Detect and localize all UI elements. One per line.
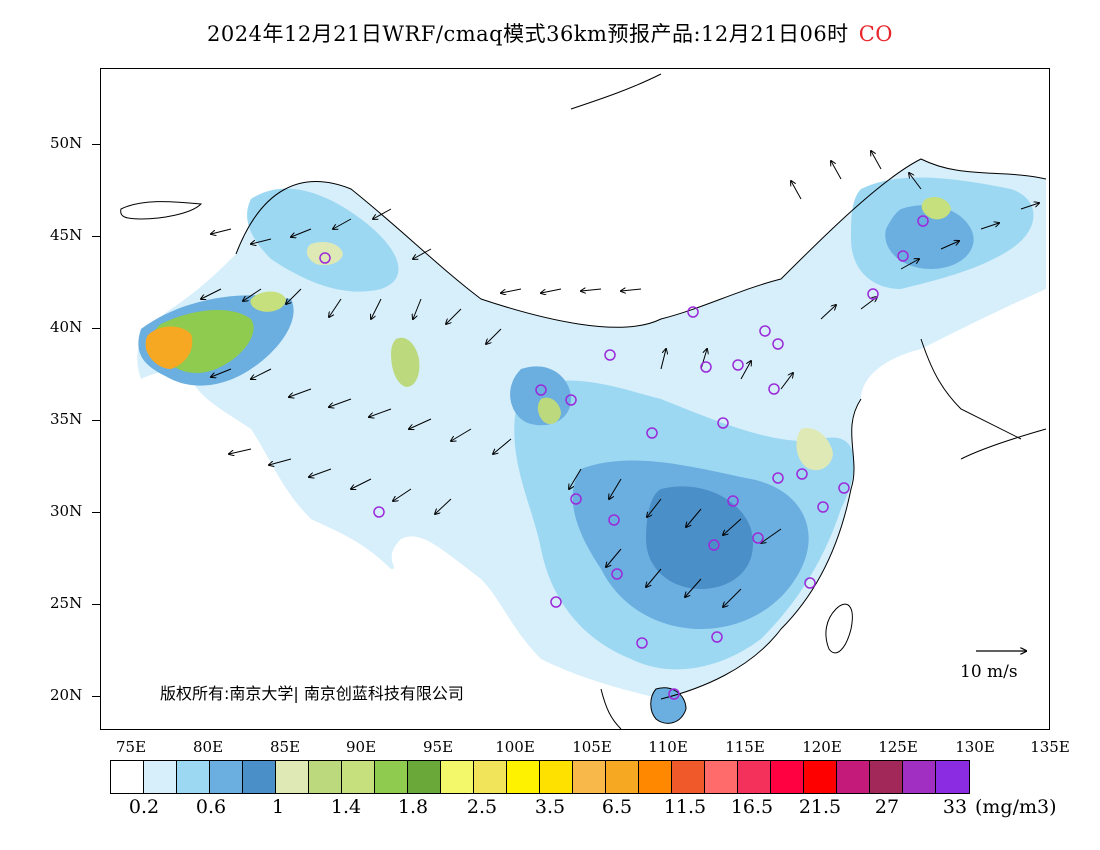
colorbar-cell (507, 761, 540, 793)
lon-label-100e: 100E (495, 738, 535, 756)
colorbar-cell (540, 761, 573, 793)
colorbar-unit: (mg/m3) (975, 796, 1057, 818)
colorbar-label: 6.5 (601, 796, 633, 818)
copyright-text: 版权所有:南京大学| 南京创蓝科技有限公司 (160, 684, 464, 703)
lat-label-30n: 30N (50, 502, 83, 520)
colorbar-cell (441, 761, 474, 793)
colorbar-cell (276, 761, 309, 793)
lon-label-85e: 85E (269, 738, 301, 756)
colorbar-cell (474, 761, 507, 793)
colorbar-label: 21.5 (798, 796, 842, 818)
colorbar-label: 16.5 (730, 796, 774, 818)
colorbar-cell (342, 761, 375, 793)
lon-label-135e: 135E (1030, 738, 1070, 756)
map-panel (100, 68, 1050, 730)
lat-tick (92, 420, 100, 421)
lat-label-20n: 20N (50, 686, 83, 704)
colorbar-cell (243, 761, 276, 793)
wind-scale-label: 10 m/s (960, 662, 1018, 682)
lat-label-25n: 25N (50, 594, 83, 612)
colorbar-label: 0.6 (195, 796, 227, 818)
colorbar-cell (738, 761, 771, 793)
colorbar-cell (870, 761, 903, 793)
lat-tick (92, 604, 100, 605)
lon-label-90e: 90E (345, 738, 377, 756)
lat-tick (92, 696, 100, 697)
colorbar-cell (408, 761, 441, 793)
colorbar-label: 1.4 (330, 796, 362, 818)
colorbar-label: 1.8 (397, 796, 429, 818)
lat-label-35n: 35N (50, 410, 83, 428)
colorbar-cell (375, 761, 408, 793)
map-canvas (120, 73, 1047, 729)
colorbar-label: 33 (942, 796, 968, 818)
lon-label-95e: 95E (422, 738, 454, 756)
colorbar-label: 1 (271, 796, 285, 818)
colorbar-cell (771, 761, 804, 793)
lat-label-45n: 45N (50, 226, 83, 244)
colorbar-cell (573, 761, 606, 793)
lon-label-125e: 125E (878, 738, 918, 756)
colorbar-label: 2.5 (466, 796, 498, 818)
co-concentration-field (137, 159, 1046, 724)
lon-label-80e: 80E (192, 738, 224, 756)
lat-tick (92, 236, 100, 237)
colorbar-label: 3.5 (534, 796, 566, 818)
lon-label-130e: 130E (955, 738, 995, 756)
lat-tick (92, 328, 100, 329)
colorbar-cell (606, 761, 639, 793)
lon-label-110e: 110E (648, 738, 688, 756)
colorbar-cell (177, 761, 210, 793)
lat-label-50n: 50N (50, 134, 83, 152)
colorbar-cell (837, 761, 870, 793)
colorbar-cell (705, 761, 738, 793)
page-title: 2024年12月21日WRF/cmaq模式36km预报产品:12月21日06时 C… (0, 18, 1100, 48)
lat-label-40n: 40N (50, 318, 83, 336)
city-markers (319, 215, 929, 700)
lon-label-120e: 120E (802, 738, 842, 756)
colorbar-label: 27 (874, 796, 900, 818)
lon-label-105e: 105E (572, 738, 612, 756)
lon-label-75e: 75E (115, 738, 147, 756)
colorbar-cell (210, 761, 243, 793)
colorbar (110, 760, 970, 794)
colorbar-label: 11.5 (663, 796, 707, 818)
colorbar-cell (672, 761, 705, 793)
coastline-layer (120, 73, 1047, 729)
colorbar-cell (903, 761, 936, 793)
species-label: CO (858, 22, 893, 46)
colorbar-cell (111, 761, 144, 793)
colorbar-cell (936, 761, 969, 793)
colorbar-cell (144, 761, 177, 793)
colorbar-cell (804, 761, 837, 793)
title-text: 2024年12月21日WRF/cmaq模式36km预报产品:12月21日06时 (207, 22, 849, 46)
wind-vector-layer (201, 151, 1039, 607)
colorbar-cell (639, 761, 672, 793)
lat-tick (92, 144, 100, 145)
colorbar-cell (309, 761, 342, 793)
lon-label-115e: 115E (725, 738, 765, 756)
lat-tick (92, 512, 100, 513)
colorbar-label: 0.2 (128, 796, 160, 818)
